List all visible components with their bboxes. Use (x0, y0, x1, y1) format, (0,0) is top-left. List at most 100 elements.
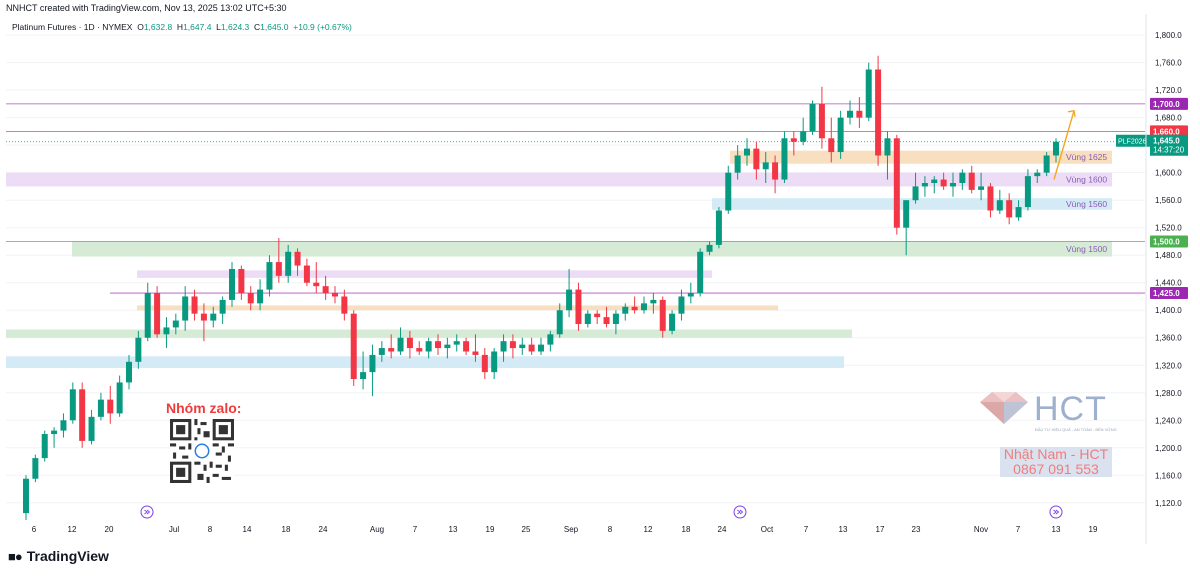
close-label: C (254, 22, 261, 32)
candle-body (191, 296, 198, 314)
candle-body (350, 313, 357, 380)
y-tick-label: 1,280.0 (1155, 389, 1182, 398)
candle-body (631, 306, 638, 311)
marker-glyph (737, 509, 744, 515)
ticker-label: PLF2026 (1118, 139, 1147, 146)
candle-body (566, 289, 573, 311)
candle-body (509, 341, 516, 349)
x-tick-label: 18 (282, 525, 291, 534)
candle-body (687, 293, 694, 297)
projection-arrowhead (1067, 109, 1076, 117)
candle-body (762, 162, 769, 170)
candle-body (79, 389, 86, 441)
candle-body (734, 155, 741, 173)
candle-body (865, 69, 872, 118)
instrument-name[interactable]: Platinum Futures · 1D · NYMEX (12, 22, 133, 32)
candle-body (172, 320, 179, 328)
x-tick-label: 24 (718, 525, 727, 534)
candle-body (612, 313, 619, 324)
candle-body (154, 293, 161, 335)
candle-body (772, 162, 779, 180)
candle-body (491, 351, 498, 373)
candle-body (481, 354, 488, 373)
contact-box: Nhật Nam - HCT 0867 091 553 (1000, 447, 1112, 477)
candle-body (425, 341, 432, 352)
x-tick-label: 25 (522, 525, 531, 534)
contact-phone: 0867 091 553 (1013, 461, 1099, 477)
tradingview-logo[interactable]: ■● TradingView (8, 548, 109, 564)
price-zone (6, 172, 1112, 187)
x-tick-label: 7 (804, 525, 809, 534)
brand-tagline: ĐẦU TƯ HIỆU QUẢ - AN TOÀN - BỀN VỮNG (1035, 427, 1117, 432)
candle-body (818, 103, 825, 139)
zone-label: Vùng 1500 (1066, 244, 1107, 254)
x-tick-label: 20 (105, 525, 114, 534)
candle-body (332, 293, 338, 297)
x-tick-label: 7 (1016, 525, 1021, 534)
price-zone (72, 241, 1112, 257)
hct-logo-icon: HCT (980, 390, 1106, 428)
price-zone (137, 270, 712, 278)
zone-label: Vùng 1625 (1066, 152, 1107, 162)
y-tick-label: 1,720.0 (1155, 86, 1182, 95)
price-zone (137, 305, 778, 311)
candle-body (959, 172, 966, 183)
y-tick-label: 1,440.0 (1155, 279, 1182, 288)
candle-body (940, 179, 947, 187)
candle-body (406, 337, 413, 349)
candle-body (257, 289, 264, 304)
zone-label: Vùng 1560 (1066, 199, 1107, 209)
x-tick-label: Oct (761, 525, 774, 534)
candle-body (744, 148, 750, 156)
y-tick-label: 1,240.0 (1155, 416, 1182, 425)
open-value: 1,632.8 (143, 22, 173, 32)
low-value: 1,624.3 (220, 22, 250, 32)
candle-body (144, 293, 151, 338)
candle-body (781, 138, 788, 180)
candle-body (435, 341, 441, 349)
y-tick-label: 1,120.0 (1155, 499, 1182, 508)
candle-body (547, 334, 554, 345)
candle-body (912, 186, 919, 201)
candle-body (875, 69, 882, 156)
candle-body (725, 172, 732, 211)
candle-body (341, 296, 348, 314)
price-chart[interactable]: 1,800.01,760.01,720.01,680.01,640.01,600… (0, 14, 1200, 544)
price-zone (730, 150, 1112, 164)
candle-body (603, 317, 610, 324)
candle-body (809, 103, 816, 132)
level-label: 1,700.0 (1153, 100, 1180, 109)
candle-body (322, 286, 329, 294)
x-tick-label: 12 (68, 525, 77, 534)
candle-body (116, 382, 123, 414)
y-tick-label: 1,200.0 (1155, 444, 1182, 453)
candle-body (32, 458, 39, 479)
x-tick-label: 24 (319, 525, 328, 534)
candle-body (135, 337, 142, 362)
close-value: 1,645.0 (260, 22, 289, 32)
x-tick-label: Nov (974, 525, 988, 534)
candle-body (247, 293, 254, 304)
candle-body (369, 354, 376, 373)
candle-body (921, 182, 928, 187)
x-tick-label: 13 (1052, 525, 1061, 534)
candle-body (1006, 200, 1013, 218)
candle-body (416, 348, 423, 352)
x-tick-label: 19 (486, 525, 495, 534)
high-label: H (176, 22, 184, 32)
y-tick-label: 1,760.0 (1155, 59, 1182, 68)
candle-body (41, 434, 48, 459)
zalo-group-label: Nhóm zalo: (166, 400, 242, 416)
ticker-badge (1116, 134, 1150, 147)
candle-body (229, 268, 235, 300)
open-label: O (137, 22, 144, 32)
candle-body (678, 296, 685, 314)
candle-body (219, 299, 226, 314)
candle-body (1034, 172, 1041, 177)
change-value: +10.9 (+0.67%) (293, 22, 352, 32)
level-label: 1,500.0 (1153, 237, 1180, 246)
y-tick-label: 1,400.0 (1155, 306, 1182, 315)
candle-body (1053, 141, 1059, 156)
candle-body (753, 148, 760, 170)
candle-body (360, 372, 367, 380)
